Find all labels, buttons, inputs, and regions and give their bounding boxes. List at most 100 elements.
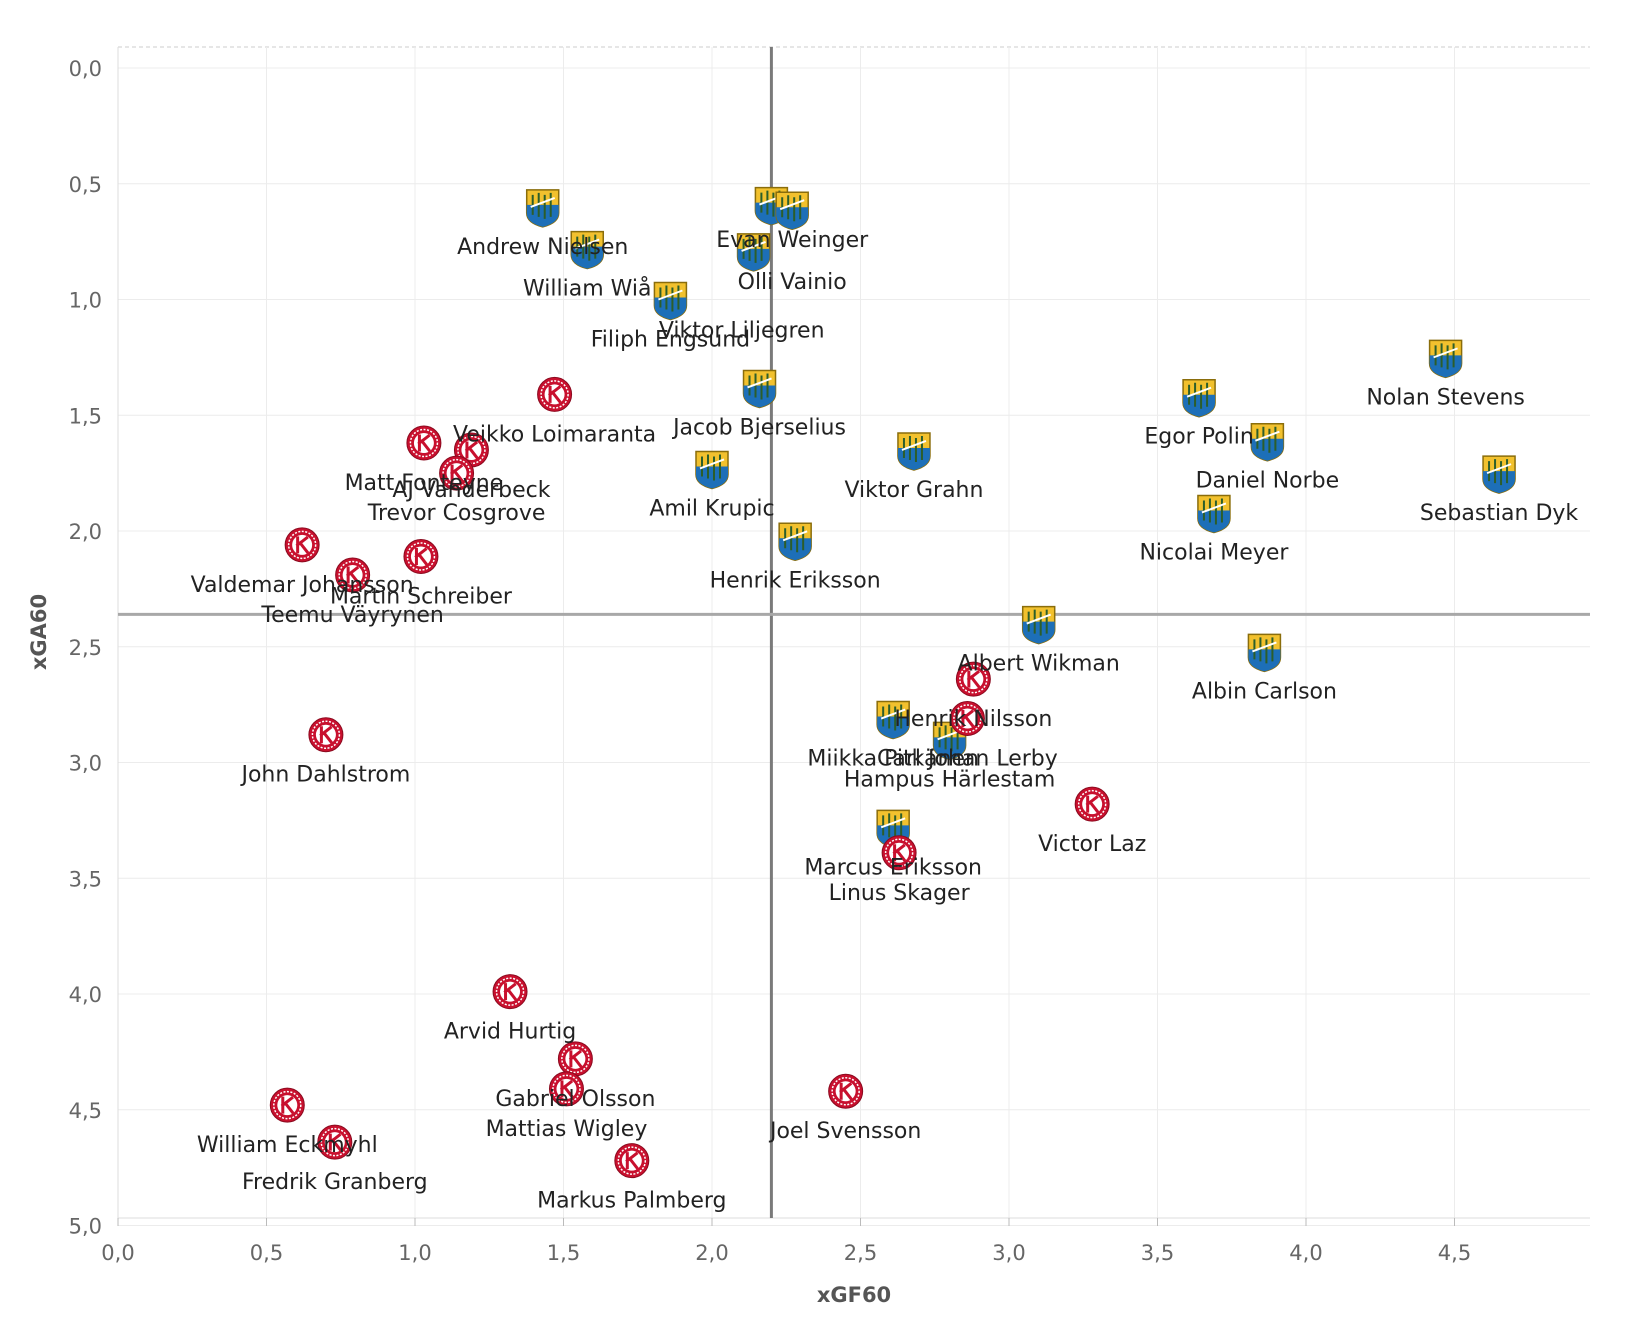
team-b-point <box>269 1087 305 1123</box>
x-tick-label: 3,5 <box>1141 1241 1174 1265</box>
team-b-point <box>557 1041 593 1077</box>
x-tick-label: 1,5 <box>547 1241 580 1265</box>
point-label: AJ Vanderbeck <box>392 478 550 503</box>
point-label: Carl Johan Lerby <box>877 747 1058 772</box>
team-a-point <box>1428 339 1463 379</box>
team-b-point <box>949 701 985 737</box>
point-label: Gabriel Olsson <box>495 1087 655 1112</box>
point-labels: Andrew Nielsen William Wiå Filiph Engsund J… <box>191 228 1579 1213</box>
point-label: Veikko Loimaranta <box>453 422 656 447</box>
team-b-point <box>403 538 439 574</box>
point-label: Sebastian Dyk <box>1420 501 1579 526</box>
point-label: Evan Weinger <box>716 228 869 253</box>
data-points <box>269 186 1516 1179</box>
x-tick-label: 0,5 <box>250 1241 283 1265</box>
point-label: Matt Fonteyne <box>345 471 504 496</box>
team-a-point <box>1197 494 1231 534</box>
team-a-point <box>1182 378 1216 418</box>
point-label: Valdemar Johansson <box>191 573 414 598</box>
point-label: Martin Schreiber <box>330 584 513 609</box>
team-b-point <box>284 527 320 563</box>
team-b-point <box>492 974 528 1010</box>
y-axis-title: xGA60 <box>27 594 51 670</box>
team-b-point <box>317 1124 353 1160</box>
y-tick-label: 3,5 <box>69 867 102 891</box>
team-b-point <box>955 661 991 697</box>
team-b-point <box>439 455 475 491</box>
team-a-point <box>876 700 910 740</box>
point-label: Teemu Väyrynen <box>260 603 443 628</box>
team-b-point <box>614 1143 650 1179</box>
point-label: Albert Wikman <box>958 652 1120 677</box>
point-label: Joel Svensson <box>768 1119 921 1144</box>
team-b-point <box>1074 786 1110 822</box>
point-label: Markus Palmberg <box>537 1189 726 1214</box>
point-label: Amil Krupic <box>649 496 774 521</box>
y-tick-label: 0,5 <box>69 173 102 197</box>
x-tick-label: 3,0 <box>992 1241 1025 1265</box>
reference-lines <box>118 47 1590 1218</box>
y-tick-label: 3,0 <box>69 752 102 776</box>
team-b-point <box>828 1073 864 1109</box>
team-a-point <box>897 432 931 471</box>
team-b-point <box>881 835 917 871</box>
x-tick-label: 0,0 <box>101 1241 134 1265</box>
grid-layer <box>117 46 1590 1226</box>
point-label: Victor Laz <box>1038 832 1146 857</box>
point-label: Miikka Pitkänen <box>807 747 979 772</box>
point-label: Hampus Härlestam <box>844 767 1056 792</box>
x-tick-label: 4,0 <box>1289 1241 1322 1265</box>
point-label: Henrik Eriksson <box>710 568 881 593</box>
team-b-point <box>335 557 371 593</box>
point-label: Olli Vainio <box>738 270 847 295</box>
point-label: Albin Carlson <box>1192 679 1337 704</box>
team-a-point <box>653 281 688 321</box>
y-tick-label: 4,5 <box>69 1099 102 1123</box>
team-a-point <box>778 522 812 562</box>
point-label: Viktor Liljegren <box>659 319 825 344</box>
point-label: Nolan Stevens <box>1366 385 1525 410</box>
point-label: Filiph Engsund <box>591 328 750 353</box>
point-label: William Wiå <box>523 276 652 302</box>
point-label: Nicolai Meyer <box>1139 540 1289 565</box>
team-b-point <box>406 425 442 461</box>
y-tick-label: 2,5 <box>69 636 102 660</box>
y-tick-label: 4,0 <box>69 983 102 1007</box>
point-label: Daniel Norbe <box>1196 469 1340 494</box>
y-tick-label: 0,0 <box>69 57 102 81</box>
point-label: Egor Polin <box>1144 425 1253 450</box>
team-a-point <box>525 189 560 228</box>
point-label: John Dahlstrom <box>239 763 410 788</box>
y-tick-label: 1,0 <box>69 289 102 313</box>
y-tick-label: 2,0 <box>69 520 102 544</box>
x-tick-label: 2,0 <box>695 1241 728 1265</box>
x-tick-label: 1,0 <box>398 1241 431 1265</box>
team-a-point <box>1021 605 1056 645</box>
team-a-point <box>1482 455 1516 494</box>
point-label: Arvid Hurtig <box>444 1020 576 1045</box>
team-a-point <box>1247 633 1282 673</box>
team-b-point <box>548 1071 584 1107</box>
point-label: Linus Skager <box>829 881 971 906</box>
point-label: Andrew Nielsen <box>457 235 628 260</box>
point-label: Mattias Wigley <box>486 1117 648 1142</box>
point-label: Marcus Eriksson <box>804 855 982 880</box>
axis-ticks: 0,0 0,5 1,0 1,5 2,0 2,5 3,0 3,5 4,0 4,5 0,0 0,5 1,0 1… <box>69 57 1472 1265</box>
x-tick-label: 2,5 <box>844 1241 877 1265</box>
team-a-point <box>736 233 771 272</box>
team-a-point <box>570 230 605 270</box>
team-a-point <box>775 191 809 230</box>
point-label: William Eckmyhl <box>197 1133 378 1158</box>
team-a-point <box>1250 422 1285 462</box>
team-a-point <box>695 450 729 490</box>
team-b-point <box>308 717 344 753</box>
team-a-point <box>742 369 777 409</box>
point-label: Fredrik Granberg <box>242 1170 428 1195</box>
y-tick-label: 1,5 <box>69 404 102 428</box>
x-tick-label: 4,5 <box>1438 1241 1471 1265</box>
y-tick-label: 5,0 <box>69 1215 102 1239</box>
point-label: Viktor Grahn <box>844 478 983 503</box>
point-label: Jacob Bjerselius <box>671 415 846 440</box>
point-label: Trevor Cosgrove <box>367 501 546 526</box>
